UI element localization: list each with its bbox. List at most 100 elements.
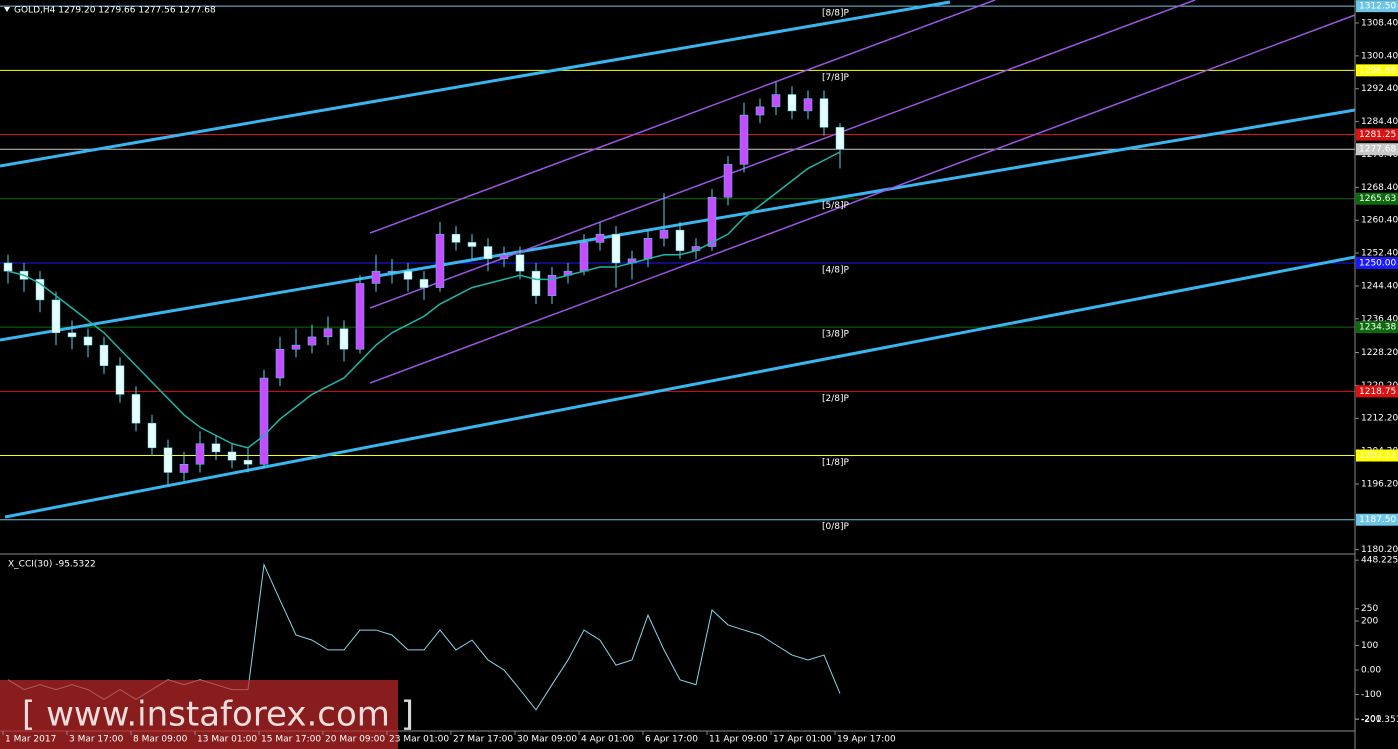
- candle-body: [387, 270, 397, 273]
- x-tick-label: 6 Apr 17:00: [645, 735, 698, 745]
- candle-body: [739, 114, 749, 165]
- level-name: [2/8]P: [822, 394, 850, 404]
- x-tick-label: 8 Mar 09:00: [133, 735, 188, 745]
- watermark-box: [0, 680, 398, 749]
- x-tick-label: 30 Mar 09:00: [517, 735, 577, 745]
- candle-body: [819, 98, 829, 128]
- y-tick-label: 0.00: [1361, 666, 1381, 676]
- y-tick-label: 1212.20: [1361, 414, 1398, 424]
- y-tick-label: 1284.40: [1361, 117, 1398, 127]
- level-box: [1356, 321, 1398, 334]
- y-tick-label: 1260.40: [1361, 216, 1398, 226]
- candle-body: [147, 422, 157, 449]
- header-title: GOLD,H4 1279.20 1279.66 1277.56 1277.68: [14, 6, 216, 16]
- x-tick-label: 23 Mar 01:00: [389, 735, 449, 745]
- candle-body: [611, 233, 621, 264]
- menu-arrow: [4, 7, 10, 12]
- trend-line: [0, 0, 951, 168]
- candle-body: [371, 270, 381, 284]
- candle-body: [755, 106, 765, 116]
- y-tick-label: 200: [1361, 617, 1378, 627]
- moving-average: [7, 151, 841, 449]
- y-tick-label: 1300.40: [1361, 51, 1398, 61]
- candle-body: [355, 283, 365, 350]
- candle-body: [99, 344, 109, 366]
- level-box: [1356, 128, 1398, 141]
- candle-body: [51, 299, 61, 334]
- candle-body: [483, 246, 493, 260]
- level-value: 1203.13: [1359, 451, 1396, 461]
- level-name: [8/8]P: [822, 9, 850, 19]
- x-tick-label: 4 Apr 01:00: [581, 735, 634, 745]
- channel-line: [369, 0, 996, 234]
- candle-body: [211, 443, 221, 453]
- trend-line: [0, 108, 1356, 342]
- candle-body: [83, 336, 93, 346]
- candle-body: [275, 348, 285, 379]
- level-value: 1281.25: [1359, 130, 1396, 140]
- level-box: [1356, 385, 1398, 398]
- candle-body: [579, 242, 589, 272]
- y-tick-label: 1228.20: [1361, 348, 1398, 358]
- candle-body: [467, 242, 477, 247]
- x-tick-label: 13 Mar 01:00: [197, 735, 257, 745]
- trend-line: [4, 255, 1356, 519]
- x-tick-label: 11 Apr 09:00: [709, 735, 768, 745]
- level-box: [1356, 192, 1398, 205]
- candle-body: [3, 262, 13, 272]
- y-tick-label: 1292.40: [1361, 84, 1398, 94]
- candle-body: [835, 127, 845, 150]
- candle-body: [803, 98, 813, 112]
- x-tick-label: 27 Mar 17:00: [453, 735, 513, 745]
- candle-body: [451, 233, 461, 243]
- candle-body: [771, 94, 781, 108]
- candle-body: [723, 164, 733, 198]
- candle-body: [163, 447, 173, 473]
- level-value: 1250.00: [1359, 258, 1396, 268]
- level-box: [1356, 143, 1398, 156]
- watermark: [ www.instaforex.com ]: [22, 695, 414, 735]
- level-box: [1356, 256, 1398, 269]
- candle-body: [131, 394, 141, 424]
- y-tick-label: 448.2258: [1361, 556, 1398, 566]
- y-tick-label: 1244.40: [1361, 281, 1398, 291]
- x-tick-label: 3 Mar 17:00: [69, 735, 124, 745]
- y-tick-label: 1252.40: [1361, 249, 1398, 259]
- candle-body: [67, 332, 77, 338]
- candle-body: [787, 94, 797, 112]
- candle-body: [403, 270, 413, 280]
- x-tick-label: 17 Apr 01:00: [773, 735, 832, 745]
- candle-body: [179, 464, 189, 473]
- candle-body: [339, 328, 349, 350]
- level-box: [1356, 0, 1398, 13]
- y-tick-label: 1180.20: [1361, 545, 1398, 555]
- channel-line: [369, 14, 1356, 384]
- x-tick-label: 20 Mar 09:00: [325, 735, 385, 745]
- level-name: [3/8]P: [822, 330, 850, 340]
- y-tick-label: -200: [1361, 715, 1382, 725]
- candle-body: [291, 344, 301, 350]
- candle-body: [115, 365, 125, 395]
- y-tick-label: -201.3518: [1361, 715, 1398, 725]
- candle-body: [419, 279, 429, 288]
- level-name: [7/8]P: [822, 73, 850, 83]
- candle-body: [259, 377, 269, 465]
- candle-body: [323, 328, 333, 338]
- y-tick-label: -100: [1361, 690, 1382, 700]
- level-value: 1234.38: [1359, 323, 1396, 333]
- candle-body: [35, 279, 45, 301]
- level-box: [1356, 513, 1398, 526]
- x-tick-label: 19 Apr 17:00: [837, 735, 896, 745]
- x-tick-label: 1 Mar 2017: [5, 735, 56, 745]
- candle-body: [515, 254, 525, 272]
- y-tick-label: 100: [1361, 641, 1378, 651]
- level-name: [0/8]P: [822, 522, 850, 532]
- candle-body: [195, 443, 205, 465]
- y-tick-label: 1308.40: [1361, 19, 1398, 29]
- candle-body: [227, 451, 237, 461]
- candle-body: [643, 238, 653, 260]
- level-value: 1265.63: [1359, 194, 1396, 204]
- x-tick-label: 15 Mar 17:00: [261, 735, 321, 745]
- candle-body: [243, 459, 253, 465]
